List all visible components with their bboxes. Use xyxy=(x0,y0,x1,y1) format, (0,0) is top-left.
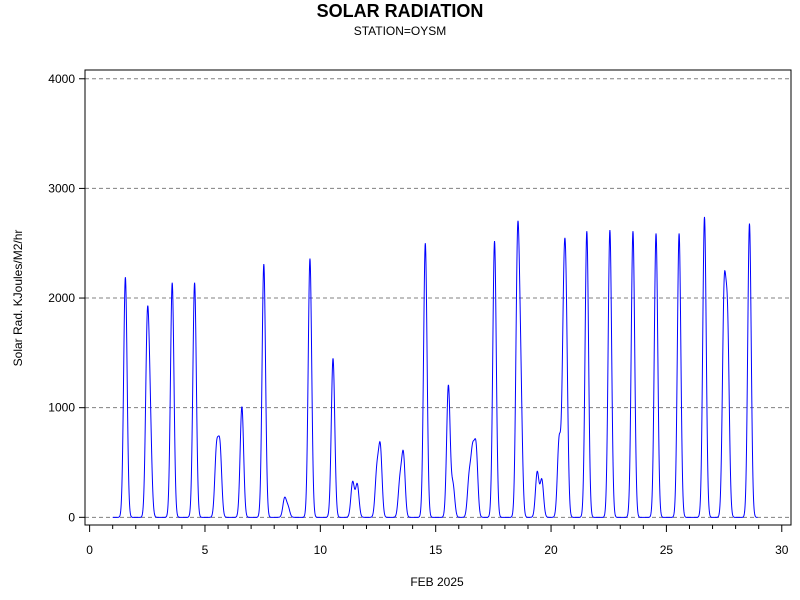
x-tick-label: 20 xyxy=(544,543,558,557)
x-tick-label: 5 xyxy=(202,543,209,557)
x-tick-label: 30 xyxy=(775,543,789,557)
plot-frame xyxy=(84,69,792,526)
x-axis-label: FEB 2025 xyxy=(410,575,464,589)
x-tick-label: 0 xyxy=(86,543,93,557)
x-tick-label: 15 xyxy=(429,543,443,557)
chart-title: SOLAR RADIATION xyxy=(317,1,484,21)
x-axis: 0 5 10 15 20 25 30 xyxy=(86,525,789,557)
gridlines xyxy=(85,78,791,518)
x-tick-label: 25 xyxy=(660,543,674,557)
y-axis-label: Solar Rad. KJoules/M2/hr xyxy=(11,230,25,367)
series-line-solar-radiation xyxy=(112,216,758,518)
y-tick-label: 3000 xyxy=(48,181,75,195)
x-tick-label: 10 xyxy=(314,543,328,557)
y-tick-label: 2000 xyxy=(48,291,75,305)
y-tick-label: 0 xyxy=(68,510,75,524)
chart-subtitle: STATION=OYSM xyxy=(354,24,447,38)
y-tick-label: 1000 xyxy=(48,401,75,415)
y-axis: 0 1000 2000 3000 4000 xyxy=(48,72,85,524)
y-tick-label: 4000 xyxy=(48,72,75,86)
